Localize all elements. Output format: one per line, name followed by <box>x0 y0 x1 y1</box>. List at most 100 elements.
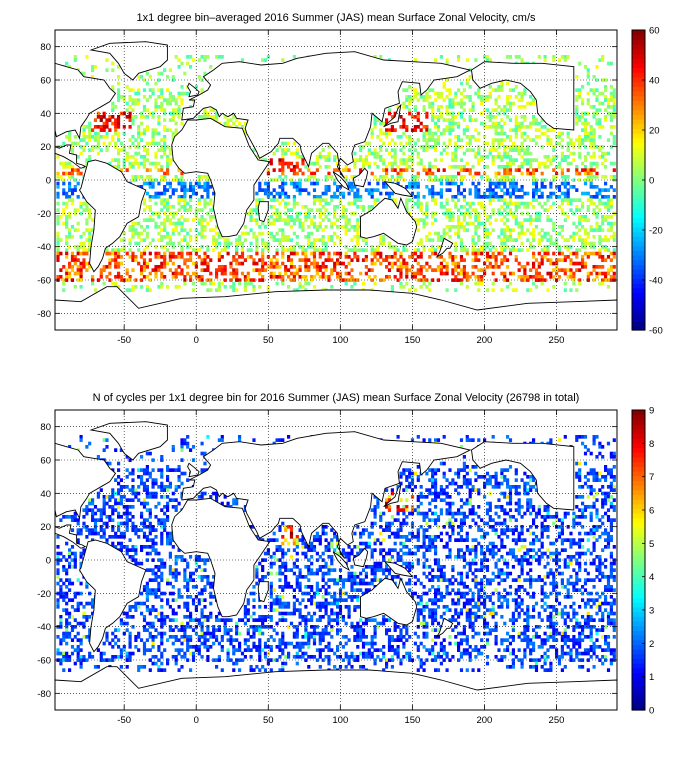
velocity-data-cell <box>566 195 570 199</box>
velocity-data-cell <box>612 95 616 99</box>
velocity-data-cell <box>526 218 530 222</box>
velocity-data-cell <box>189 185 193 189</box>
velocity-data-cell <box>284 191 288 196</box>
velocity-data-cell <box>439 181 443 186</box>
cycles-data-cell <box>465 481 469 486</box>
cycles-data-cell <box>125 515 129 519</box>
velocity-data-cell <box>529 218 533 222</box>
velocity-data-cell <box>134 241 138 246</box>
velocity-data-cell <box>206 185 210 189</box>
velocity-data-cell <box>203 115 207 119</box>
velocity-data-cell <box>215 245 219 249</box>
velocity-data-cell <box>266 191 270 196</box>
velocity-data-cell <box>364 161 368 166</box>
velocity-data-cell <box>503 255 507 259</box>
velocity-data-cell <box>269 191 273 196</box>
velocity-data-cell <box>508 201 513 206</box>
velocity-colorbar-segment <box>632 119 645 125</box>
velocity-data-cell <box>223 285 227 289</box>
velocity-data-cell <box>575 105 579 109</box>
velocity-data-cell <box>405 125 409 129</box>
velocity-data-cell <box>359 155 363 159</box>
velocity-data-cell <box>186 188 190 192</box>
velocity-data-cell <box>448 188 452 192</box>
velocity-data-cell <box>457 185 461 189</box>
velocity-data-cell <box>534 118 539 122</box>
velocity-data-cell <box>206 268 210 272</box>
velocity-data-cell <box>333 268 337 272</box>
velocity-data-cell <box>379 55 383 59</box>
cycles-data-cell <box>606 518 611 522</box>
velocity-data-cell <box>215 231 219 236</box>
cycles-data-cell <box>145 478 149 482</box>
velocity-data-cell <box>422 135 426 139</box>
velocity-data-cell <box>592 268 596 272</box>
cycles-data-cell <box>517 508 521 512</box>
velocity-data-cell <box>457 265 461 269</box>
velocity-data-cell <box>281 151 285 156</box>
velocity-data-cell <box>448 228 452 232</box>
velocity-data-cell <box>485 108 490 112</box>
velocity-data-cell <box>589 271 593 276</box>
cycles-data-cell <box>82 521 86 526</box>
velocity-data-cell <box>76 221 80 226</box>
velocity-data-cell <box>523 265 527 269</box>
velocity-data-cell <box>344 265 348 269</box>
velocity-data-cell <box>592 241 596 246</box>
velocity-data-cell <box>301 251 305 256</box>
velocity-data-cell <box>508 95 513 99</box>
velocity-data-cell <box>393 245 397 249</box>
velocity-data-cell <box>517 151 521 156</box>
cycles-data-cell <box>523 481 527 486</box>
cycles-data-cell <box>422 438 426 442</box>
velocity-data-cell <box>166 165 170 169</box>
velocity-data-cell <box>448 181 452 186</box>
cycles-data-cell <box>125 521 129 526</box>
cycles-data-cell <box>529 478 533 482</box>
velocity-data-cell <box>359 145 363 149</box>
cycles-data-cell <box>215 498 219 502</box>
velocity-data-cell <box>413 148 417 152</box>
velocity-data-cell <box>439 55 443 59</box>
velocity-data-cell <box>252 285 256 289</box>
cycles-data-cell <box>477 438 481 442</box>
velocity-data-cell <box>88 148 92 152</box>
velocity-data-cell <box>163 185 167 189</box>
velocity-data-cell <box>575 248 579 252</box>
velocity-data-cell <box>595 65 599 69</box>
velocity-data-cell <box>295 148 299 152</box>
velocity-data-cell <box>272 221 276 226</box>
velocity-data-cell <box>174 255 178 259</box>
cycles-data-cell <box>511 485 515 489</box>
velocity-data-cell <box>514 248 518 252</box>
cycles-data-cell <box>376 501 380 506</box>
velocity-data-cell <box>333 158 337 162</box>
velocity-data-cell <box>508 55 513 59</box>
velocity-data-cell <box>200 215 204 219</box>
velocity-data-cell <box>333 261 337 266</box>
velocity-data-cell <box>592 228 596 232</box>
velocity-data-cell <box>578 61 582 66</box>
velocity-data-cell <box>235 238 239 242</box>
velocity-data-cell <box>445 88 449 92</box>
velocity-data-cell <box>532 171 536 176</box>
velocity-data-cell <box>390 261 394 266</box>
velocity-data-cell <box>217 268 221 272</box>
velocity-data-cell <box>517 105 521 109</box>
velocity-data-cell <box>601 91 605 96</box>
cycles-data-cell <box>612 455 616 459</box>
velocity-data-cell <box>148 288 152 292</box>
cycles-data-cell <box>396 508 400 512</box>
velocity-data-cell <box>543 278 547 282</box>
velocity-data-cell <box>529 215 533 219</box>
velocity-data-cell <box>79 235 83 239</box>
cycles-data-cell <box>396 511 400 516</box>
cycles-data-cell <box>96 455 100 459</box>
velocity-data-cell <box>189 181 193 186</box>
velocity-data-cell <box>370 205 374 209</box>
velocity-data-cell <box>284 151 288 156</box>
velocity-data-cell <box>612 275 616 279</box>
velocity-data-cell <box>405 158 409 162</box>
velocity-data-cell <box>491 251 495 256</box>
velocity-data-cell <box>454 195 458 199</box>
